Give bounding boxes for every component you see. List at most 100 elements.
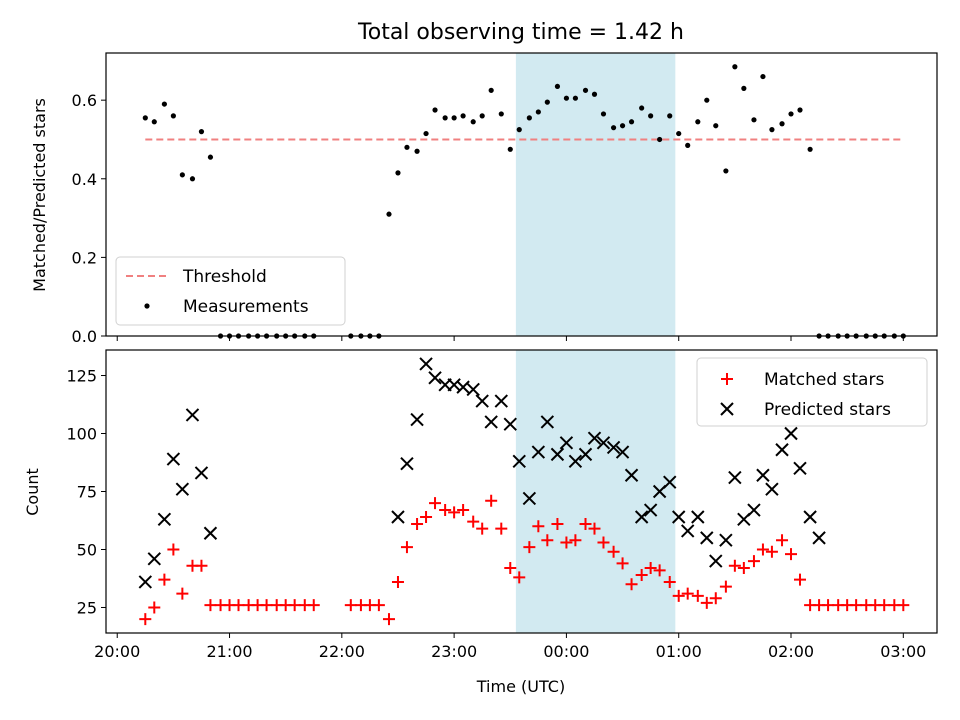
matched-star-point	[560, 536, 573, 549]
matched-star-point	[569, 534, 582, 547]
top-y-tick-label: 0.4	[72, 170, 97, 189]
predicted-star-point	[756, 468, 770, 482]
matched-star-point	[625, 578, 638, 591]
measurement-point	[600, 111, 607, 117]
measurement-point	[667, 113, 673, 119]
matched-star-point	[372, 599, 385, 612]
bottom-x-tick-label: 23:00	[431, 642, 477, 661]
predicted-star-point	[578, 447, 593, 462]
predicted-star-point	[709, 554, 723, 568]
predicted-star-point	[672, 510, 686, 524]
matched-star-point	[700, 596, 713, 609]
matched-star-point	[653, 564, 666, 577]
measurement-point	[769, 127, 775, 133]
measurement-point	[161, 101, 167, 107]
matched-star-point	[513, 571, 526, 584]
measurement-point	[741, 85, 747, 91]
matched-star-point	[420, 511, 433, 524]
matched-star-point	[457, 504, 470, 517]
measurement-point	[610, 125, 617, 131]
predicted-star-point	[522, 491, 537, 506]
measurement-point	[628, 119, 635, 125]
matched-star-point	[429, 497, 442, 510]
matched-star-point	[448, 506, 461, 519]
matched-star-point	[850, 599, 863, 612]
measurement-point	[704, 97, 710, 103]
measurement-point	[572, 95, 579, 101]
measurement-point	[470, 119, 476, 125]
predicted-star-point	[466, 382, 480, 397]
matched-star-point	[607, 545, 620, 558]
x-axis-label: Time (UTC)	[476, 677, 565, 696]
predicted-star-point	[568, 454, 583, 469]
matched-star-point	[485, 494, 498, 507]
predicted-star-point	[157, 512, 172, 527]
matched-star-point	[391, 575, 404, 588]
predicted-star-point	[747, 503, 761, 517]
measurement-point	[189, 176, 196, 182]
matched-star-point	[765, 545, 778, 558]
predicted-star-point	[624, 468, 639, 482]
predicted-star-point	[587, 431, 602, 445]
predicted-legend-label: Predicted stars	[764, 400, 891, 420]
matched-star-point	[672, 589, 685, 602]
bottom-y-tick-label: 125	[66, 367, 97, 386]
threshold-legend-label: Threshold	[182, 267, 267, 287]
matched-star-point	[532, 520, 545, 533]
matched-legend-label: Matched stars	[764, 370, 884, 390]
measurement-point	[395, 170, 401, 176]
matched-star-point	[579, 517, 592, 530]
predicted-star-point	[643, 503, 658, 517]
top-y-ticks: 0.0 0.2 0.4 0.6	[72, 91, 106, 346]
predicted-legend-swatch	[720, 402, 734, 416]
predicted-star-point	[494, 394, 508, 408]
predicted-star-point	[663, 475, 677, 489]
predicted-star-point	[194, 466, 209, 480]
predicted-star-point	[812, 531, 826, 545]
predicted-star-point	[700, 531, 714, 545]
measurements-legend-label: Measurements	[183, 297, 309, 317]
top-y-tick-label: 0.6	[72, 91, 97, 110]
matched-star-point	[551, 517, 564, 530]
matched-star-point	[195, 559, 208, 572]
bottom-y-tick-label: 25	[77, 598, 97, 617]
matched-star-point	[635, 569, 648, 582]
measurement-point	[591, 91, 598, 97]
matched-star-point	[232, 599, 245, 612]
matched-star-point	[597, 536, 610, 549]
predicted-star-point	[803, 510, 817, 524]
matched-star-point	[737, 562, 750, 575]
matched-star-point	[728, 559, 741, 572]
matched-star-point	[747, 555, 760, 568]
predicted-star-point	[719, 533, 733, 547]
measurement-point	[797, 107, 803, 113]
matched-star-point	[644, 562, 657, 575]
measurement-point	[414, 148, 420, 154]
matched-star-point	[167, 543, 180, 556]
matched-star-point	[204, 599, 217, 612]
predicted-star-point	[447, 378, 461, 392]
matched-star-point	[709, 592, 722, 605]
matched-star-point	[476, 522, 489, 535]
predicted-star-point	[550, 447, 565, 462]
predicted-star-point	[512, 454, 526, 469]
bottom-y-axis-label: Count	[23, 468, 42, 516]
bottom-legend: Matched stars Predicted stars	[696, 357, 928, 427]
measurement-point	[526, 115, 532, 121]
matched-star-point	[139, 613, 152, 626]
matched-star-point	[822, 599, 835, 612]
matched-star-point	[288, 599, 301, 612]
matched-star-point	[158, 573, 171, 586]
measurement-point	[554, 83, 561, 90]
top-y-axis-label: Matched/Predicted stars	[30, 98, 49, 292]
predicted-star-point	[484, 415, 498, 429]
measurement-point	[207, 154, 214, 160]
measurement-point	[685, 142, 691, 148]
predicted-star-point	[784, 426, 798, 441]
bottom-x-tick-label: 00:00	[543, 642, 589, 661]
predicted-star-point	[531, 445, 546, 459]
bottom-x-tick-label: 03:00	[880, 642, 926, 661]
matched-star-point	[495, 522, 508, 535]
predicted-star-point	[175, 482, 190, 496]
